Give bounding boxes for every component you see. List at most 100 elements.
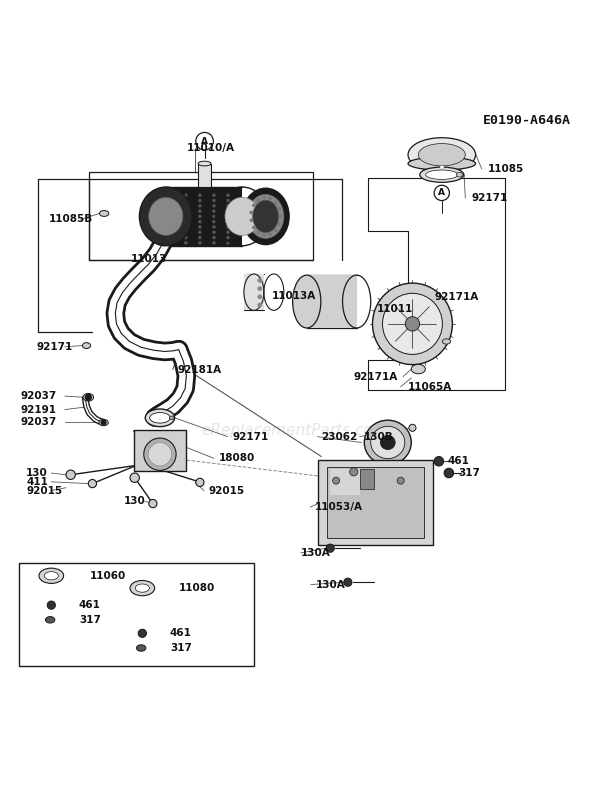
Bar bbox=[19, 563, 254, 665]
Text: 11053/A: 11053/A bbox=[315, 502, 363, 512]
Ellipse shape bbox=[244, 274, 264, 310]
Circle shape bbox=[101, 420, 106, 425]
Text: 11065A: 11065A bbox=[408, 382, 452, 392]
Circle shape bbox=[149, 499, 157, 508]
Circle shape bbox=[278, 214, 282, 218]
Circle shape bbox=[268, 233, 272, 236]
Circle shape bbox=[257, 286, 262, 291]
Ellipse shape bbox=[408, 157, 476, 170]
Circle shape bbox=[212, 241, 216, 244]
Text: 130A: 130A bbox=[316, 580, 345, 589]
Ellipse shape bbox=[253, 200, 278, 233]
Circle shape bbox=[257, 199, 260, 202]
Ellipse shape bbox=[242, 188, 289, 244]
Ellipse shape bbox=[371, 426, 405, 459]
Ellipse shape bbox=[45, 617, 55, 623]
Circle shape bbox=[170, 236, 173, 240]
Circle shape bbox=[184, 199, 188, 202]
Circle shape bbox=[444, 468, 454, 478]
Text: eReplacementParts.com: eReplacementParts.com bbox=[202, 423, 388, 438]
Circle shape bbox=[184, 194, 188, 197]
Text: 317: 317 bbox=[458, 468, 480, 478]
Circle shape bbox=[434, 456, 444, 466]
Ellipse shape bbox=[198, 161, 211, 166]
Circle shape bbox=[227, 199, 230, 202]
Text: 11010/A: 11010/A bbox=[186, 142, 234, 153]
Ellipse shape bbox=[148, 442, 172, 466]
Circle shape bbox=[130, 473, 139, 483]
Circle shape bbox=[198, 230, 202, 234]
Bar bbox=[330, 469, 359, 495]
Circle shape bbox=[66, 470, 76, 479]
Ellipse shape bbox=[381, 435, 395, 449]
Circle shape bbox=[184, 210, 188, 213]
Circle shape bbox=[212, 199, 216, 202]
Circle shape bbox=[198, 236, 202, 240]
Circle shape bbox=[227, 236, 230, 240]
Ellipse shape bbox=[149, 197, 183, 236]
Circle shape bbox=[333, 477, 340, 484]
Circle shape bbox=[47, 601, 55, 609]
Circle shape bbox=[252, 203, 255, 207]
Circle shape bbox=[227, 230, 230, 234]
Bar bbox=[166, 187, 242, 246]
Bar bbox=[198, 164, 211, 187]
Text: 92171: 92171 bbox=[232, 432, 269, 441]
Text: 461: 461 bbox=[448, 456, 470, 466]
Circle shape bbox=[434, 185, 450, 201]
Ellipse shape bbox=[135, 584, 149, 592]
Circle shape bbox=[212, 220, 216, 223]
Circle shape bbox=[170, 210, 173, 213]
Circle shape bbox=[212, 236, 216, 240]
Circle shape bbox=[138, 629, 146, 638]
Ellipse shape bbox=[150, 413, 171, 423]
Text: 92171A: 92171A bbox=[435, 292, 479, 302]
Ellipse shape bbox=[139, 187, 192, 246]
Circle shape bbox=[227, 214, 230, 218]
Text: 411: 411 bbox=[26, 477, 48, 486]
Circle shape bbox=[212, 204, 216, 207]
Circle shape bbox=[198, 220, 202, 223]
Circle shape bbox=[198, 204, 202, 207]
Text: 461: 461 bbox=[170, 628, 192, 638]
Circle shape bbox=[212, 214, 216, 218]
Ellipse shape bbox=[169, 416, 174, 419]
Text: 92171: 92171 bbox=[471, 193, 507, 203]
Circle shape bbox=[170, 204, 173, 207]
Circle shape bbox=[170, 194, 173, 197]
Circle shape bbox=[227, 241, 230, 244]
Ellipse shape bbox=[145, 409, 175, 426]
Circle shape bbox=[184, 204, 188, 207]
Bar bbox=[307, 275, 357, 328]
Ellipse shape bbox=[364, 420, 411, 465]
Circle shape bbox=[88, 479, 97, 488]
Circle shape bbox=[198, 210, 202, 213]
Ellipse shape bbox=[411, 365, 425, 374]
Circle shape bbox=[86, 395, 91, 400]
Text: 130B: 130B bbox=[364, 432, 394, 441]
Circle shape bbox=[184, 214, 188, 218]
Bar bbox=[90, 172, 313, 260]
Circle shape bbox=[252, 225, 255, 229]
Text: 461: 461 bbox=[79, 600, 101, 610]
Circle shape bbox=[184, 236, 188, 240]
Bar bbox=[319, 460, 433, 545]
Circle shape bbox=[250, 210, 253, 214]
Text: 92171: 92171 bbox=[37, 342, 73, 352]
Text: 317: 317 bbox=[79, 615, 101, 625]
Text: E0190-A646A: E0190-A646A bbox=[483, 114, 571, 127]
Circle shape bbox=[170, 230, 173, 234]
Text: 18080: 18080 bbox=[219, 453, 255, 464]
Circle shape bbox=[274, 229, 277, 232]
Text: 130: 130 bbox=[26, 468, 48, 478]
Circle shape bbox=[170, 225, 173, 229]
Ellipse shape bbox=[247, 195, 284, 238]
Circle shape bbox=[170, 214, 173, 218]
Ellipse shape bbox=[418, 144, 466, 166]
Circle shape bbox=[263, 196, 266, 199]
Circle shape bbox=[198, 225, 202, 229]
Ellipse shape bbox=[408, 138, 476, 172]
Text: 92191: 92191 bbox=[20, 404, 56, 414]
Text: 23062: 23062 bbox=[322, 432, 358, 441]
Text: 11080: 11080 bbox=[179, 583, 215, 593]
